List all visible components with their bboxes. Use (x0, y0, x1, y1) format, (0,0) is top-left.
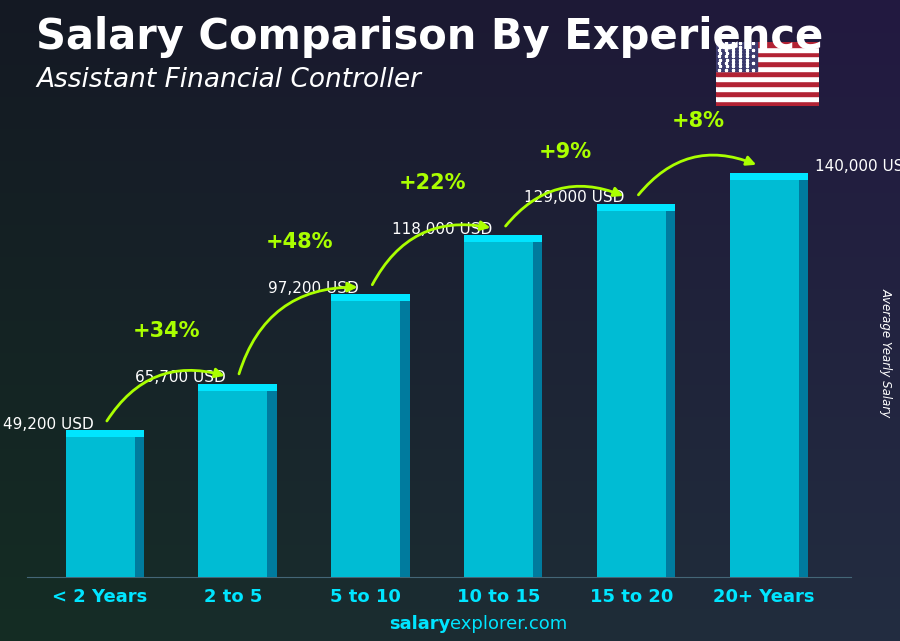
Bar (135, 437, 144, 577)
Text: 97,200 USD: 97,200 USD (268, 281, 359, 296)
Bar (716, 71, 819, 76)
Bar (464, 242, 533, 577)
Text: Salary Comparison By Experience: Salary Comparison By Experience (36, 16, 824, 58)
Text: +48%: +48% (266, 232, 333, 252)
Bar (533, 242, 543, 577)
Bar (716, 56, 819, 62)
Bar (331, 294, 410, 301)
Bar (716, 86, 819, 91)
Bar (597, 204, 675, 211)
Bar (716, 51, 819, 56)
Bar (716, 96, 819, 101)
Bar (331, 301, 400, 577)
Bar (730, 173, 808, 180)
Text: 140,000 USD: 140,000 USD (814, 159, 900, 174)
Bar (716, 62, 819, 66)
Bar (798, 180, 808, 577)
Text: +34%: +34% (132, 321, 200, 342)
Bar (716, 91, 819, 96)
Bar (597, 211, 666, 577)
Bar (464, 235, 543, 242)
Text: +8%: +8% (671, 111, 724, 131)
Text: +9%: +9% (538, 142, 591, 162)
Bar (666, 211, 675, 577)
Text: 65,700 USD: 65,700 USD (136, 370, 226, 385)
Text: salary: salary (389, 615, 450, 633)
Text: +22%: +22% (399, 173, 466, 193)
Bar (716, 81, 819, 86)
Bar (716, 76, 819, 81)
Text: explorer.com: explorer.com (450, 615, 567, 633)
Bar (400, 301, 410, 577)
Bar (716, 42, 757, 71)
Bar (716, 101, 819, 106)
Bar (716, 47, 819, 51)
Bar (267, 390, 276, 577)
Bar (198, 390, 267, 577)
Bar (716, 66, 819, 71)
Text: 49,200 USD: 49,200 USD (3, 417, 94, 432)
Bar (730, 180, 798, 577)
Text: Assistant Financial Controller: Assistant Financial Controller (36, 67, 421, 94)
Text: Average Yearly Salary: Average Yearly Salary (880, 288, 893, 417)
Text: 118,000 USD: 118,000 USD (392, 222, 492, 237)
Bar (66, 437, 135, 577)
Bar (66, 430, 144, 437)
Bar (198, 383, 276, 390)
Bar (716, 42, 819, 47)
Text: 129,000 USD: 129,000 USD (525, 190, 625, 206)
